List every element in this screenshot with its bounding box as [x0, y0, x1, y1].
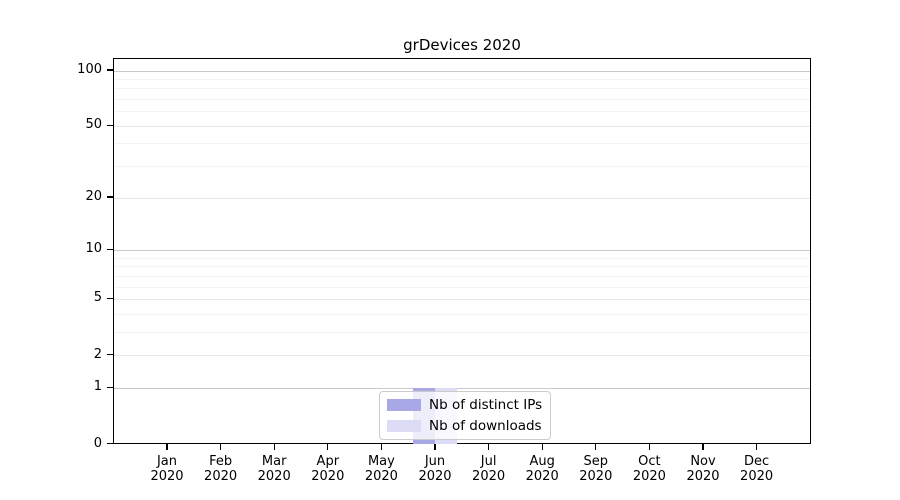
y-gridline — [114, 298, 810, 300]
x-tick-label-month: Apr — [316, 454, 340, 469]
legend-label-downloads: Nb of downloads — [429, 418, 542, 434]
y-tick-mark — [107, 442, 113, 445]
x-tick-mark — [434, 443, 436, 450]
legend-item-distinct-ips: Nb of distinct IPs — [387, 397, 542, 413]
x-tick-label: Apr 2020 — [296, 454, 360, 484]
x-tick-mark — [648, 443, 651, 450]
y-tick-mark — [107, 297, 113, 300]
x-tick-label-year: 2020 — [311, 469, 345, 484]
x-tick-label-year: 2020 — [525, 469, 559, 484]
y-gridline — [114, 387, 810, 389]
x-tick-label-year: 2020 — [418, 469, 452, 484]
x-tick-label-month: Jun — [424, 454, 446, 469]
x-tick-label-month: Aug — [529, 454, 555, 469]
y-tick-label: 1 — [93, 379, 102, 395]
y-tick-label: 50 — [85, 117, 102, 133]
y-gridline — [114, 166, 810, 168]
x-tick-label-year: 2020 — [632, 469, 666, 484]
y-gridline — [114, 257, 810, 259]
x-tick-mark — [755, 443, 758, 450]
x-tick-label-month: Oct — [638, 454, 661, 469]
legend-item-downloads: Nb of downloads — [387, 418, 542, 434]
x-tick-mark — [380, 443, 383, 450]
x-tick-label-month: Jul — [480, 454, 497, 469]
x-tick-mark — [541, 443, 543, 450]
y-tick-mark — [107, 353, 113, 356]
y-gridline — [114, 99, 810, 101]
y-tick-mark — [107, 124, 113, 126]
x-tick-label-month: Nov — [690, 454, 716, 469]
x-tick-label-month: May — [367, 454, 395, 469]
x-tick-label: Feb 2020 — [189, 454, 253, 484]
x-tick-label-year: 2020 — [472, 469, 506, 484]
x-tick-label-month: Jan — [156, 454, 178, 469]
x-tick-label: Oct 2020 — [617, 454, 681, 484]
y-gridline — [114, 275, 810, 277]
x-tick-label-month: Mar — [261, 454, 287, 469]
x-tick-label: Nov 2020 — [671, 454, 735, 484]
y-gridline — [114, 70, 810, 72]
y-gridline — [114, 125, 810, 127]
y-gridline — [114, 266, 810, 268]
x-tick-label: Jun 2020 — [403, 454, 467, 484]
y-tick-mark — [107, 386, 113, 389]
x-tick-label-month: Dec — [744, 454, 770, 469]
y-gridline — [114, 313, 810, 315]
y-tick-mark — [107, 69, 113, 71]
x-tick-label-year: 2020 — [257, 469, 291, 484]
y-gridline — [114, 197, 810, 199]
y-gridline — [114, 111, 810, 113]
x-tick-label-year: 2020 — [204, 469, 238, 484]
x-tick-mark — [273, 443, 275, 450]
y-tick-label: 2 — [93, 346, 102, 362]
legend-swatch-distinct-ips-icon — [387, 399, 421, 411]
x-tick-label: Aug 2020 — [510, 454, 574, 484]
x-tick-label: Sep 2020 — [564, 454, 628, 484]
x-tick-mark — [166, 443, 168, 450]
chart-title: grDevices 2020 — [403, 36, 521, 54]
y-tick-label: 20 — [85, 189, 102, 205]
y-tick-label: 10 — [85, 241, 102, 257]
legend: Nb of distinct IPs Nb of downloads — [379, 391, 552, 440]
x-tick-label: Dec 2020 — [725, 454, 789, 484]
plot-area: Nb of distinct IPs Nb of downloads — [113, 58, 811, 445]
y-gridline — [114, 78, 810, 80]
y-gridline — [114, 286, 810, 288]
x-tick-label-year: 2020 — [579, 469, 613, 484]
x-tick-mark — [702, 443, 704, 450]
y-tick-label: 0 — [93, 435, 102, 451]
x-tick-label: Mar 2020 — [242, 454, 306, 484]
x-tick-mark — [487, 443, 490, 450]
y-tick-label: 5 — [93, 290, 102, 306]
y-tick-mark — [107, 196, 113, 198]
y-gridline — [114, 331, 810, 333]
y-gridline — [114, 143, 810, 145]
y-tick-label: 100 — [77, 62, 102, 77]
x-tick-label-year: 2020 — [686, 469, 720, 484]
x-tick-label: May 2020 — [349, 454, 413, 484]
x-tick-mark — [595, 443, 597, 450]
legend-label-distinct-ips: Nb of distinct IPs — [429, 397, 543, 413]
x-tick-label-year: 2020 — [740, 469, 774, 484]
x-tick-label-year: 2020 — [150, 469, 184, 484]
x-tick-label-month: Feb — [209, 454, 233, 469]
legend-swatch-downloads-icon — [387, 420, 421, 432]
y-gridline — [114, 355, 810, 357]
x-tick-label-year: 2020 — [364, 469, 398, 484]
y-gridline — [114, 88, 810, 90]
y-tick-mark — [107, 248, 113, 251]
y-gridline — [114, 249, 810, 251]
x-tick-mark — [219, 443, 222, 450]
x-tick-label: Jul 2020 — [457, 454, 521, 484]
x-tick-label: Jan 2020 — [135, 454, 199, 484]
x-tick-mark — [327, 443, 329, 450]
x-tick-label-month: Sep — [583, 454, 609, 469]
